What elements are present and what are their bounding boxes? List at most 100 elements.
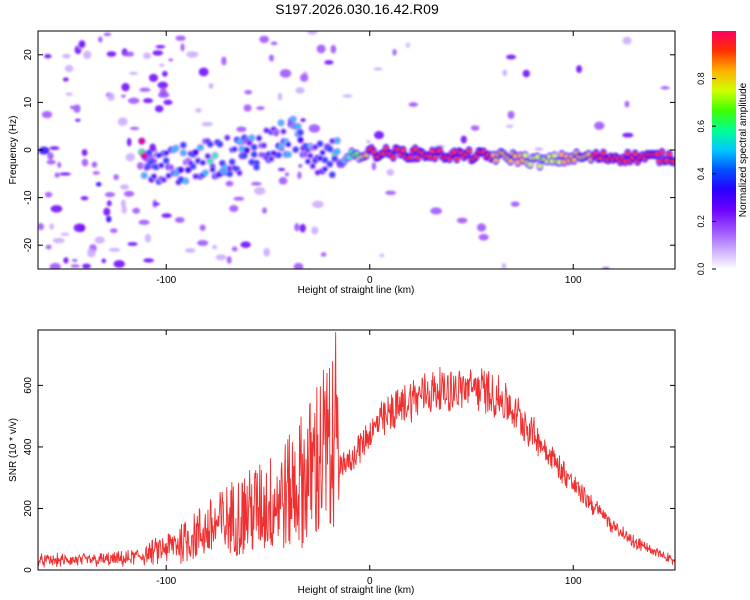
ridge-core [200,160,206,166]
noise-blob [98,36,103,43]
y-tick-label: 0 [23,567,34,573]
ridge-core [522,153,528,158]
ridge-core [212,153,218,159]
ridge-core [185,167,191,173]
ridge-core [659,150,665,155]
noise-blob [236,126,247,133]
ridge-core [236,139,242,145]
ridge-core [559,152,565,157]
noise-blob [121,82,130,92]
ridge-core [334,149,340,155]
snr-panel: -100 0 100 0 200 400 600 Height of straight li… [8,329,676,596]
ridge-core [249,135,255,141]
noise-blob [107,92,115,102]
ridge-core [432,155,438,160]
ridge-core [310,163,316,169]
noise-blob [405,42,411,48]
ridge-core [251,152,257,158]
ridge-core [236,170,242,176]
noise-blob [201,121,213,127]
ridge-core [622,159,628,164]
noise-blob [62,53,71,59]
noise-blob [268,54,274,62]
ridge-core [232,146,238,152]
ridge-core [320,150,326,156]
ridge-core [163,150,169,156]
noise-blob [91,161,98,168]
noise-blob [82,263,91,269]
noise-blob [128,71,139,76]
noise-blob [123,190,135,197]
ridge-core [512,153,518,159]
noise-blob [50,205,63,213]
noise-blob [300,118,306,123]
ridge-core [317,155,323,161]
colorbar-ticks: 0.0 0.2 0.4 0.6 0.8 [696,72,716,275]
ridge-core [158,162,164,168]
noise-blob [143,52,151,59]
noise-blob [601,266,610,269]
ridge-core [193,149,199,155]
noise-blob [594,121,605,130]
ridge-core [415,155,421,160]
noise-blob [522,69,530,78]
ridge-core [508,158,514,164]
ridge-core [307,153,313,159]
x-tick-label: 100 [565,275,582,286]
noise-blob [38,146,50,155]
colorbar-tick-label: 0.4 [696,168,706,181]
noise-blob [180,43,185,52]
noise-blob [143,258,154,263]
noise-blob [277,167,286,172]
noise-blob [154,105,164,113]
ridge-core [271,150,277,156]
ridge-core [139,138,145,144]
noise-blob [70,264,80,268]
ridge-core [180,150,186,156]
ridge-core [552,153,558,158]
noise-blob [125,153,136,162]
ridge-core [329,172,335,178]
noise-blob [212,244,218,250]
ridge-core [332,156,338,162]
ridge-core [334,138,340,144]
y-tick-label: 20 [23,49,34,61]
noise-blob [233,196,245,201]
noise-blob [208,82,214,89]
noise-blob [299,223,306,233]
ridge-core [537,163,543,169]
ridge-core [268,156,274,162]
ridge-core [515,160,521,165]
noise-blob [221,56,227,66]
noise-blob [502,69,508,77]
noise-blob [108,247,121,252]
noise-blob [80,196,89,201]
noise-blob [299,73,309,82]
ridge-core [295,123,301,129]
noise-blob [263,247,271,257]
noise-blob [226,256,232,264]
colorbar: 0.0 0.2 0.4 0.6 0.8 Normalized spectral ampl… [696,31,749,275]
noise-blob [505,124,514,128]
noise-blob [244,89,253,95]
noise-blob [78,40,86,48]
noise-blob [510,201,520,207]
ridge-core [222,165,228,171]
noise-blob [505,54,517,60]
noise-blob [60,232,70,236]
noise-blob [106,51,117,57]
noise-blob [126,137,132,147]
ridge-core [407,155,413,160]
noise-blob [507,110,515,119]
ridge-core [390,154,396,160]
ridge-core [451,149,457,155]
snr-frame [37,329,676,571]
ridge-core [197,145,203,151]
ridge-core [454,156,460,162]
ridge-core [285,151,291,157]
ridge-core [466,148,472,154]
noise-blob [44,53,52,59]
ridge-core [163,158,169,164]
noise-blob [73,223,86,233]
